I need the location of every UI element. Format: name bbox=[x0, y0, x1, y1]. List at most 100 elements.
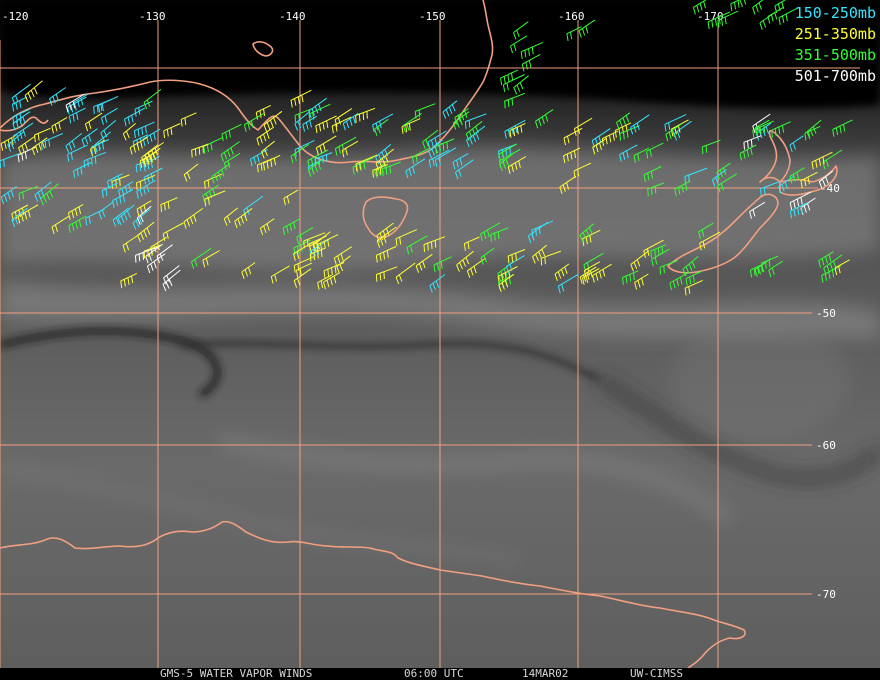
wind-barb-flag bbox=[452, 122, 457, 130]
wind-barb-flag bbox=[153, 132, 156, 141]
wind-barb-flag bbox=[334, 266, 337, 274]
wind-barb-flag bbox=[14, 217, 19, 225]
wind-barb-flag bbox=[796, 198, 800, 207]
wind-barb-flag bbox=[162, 284, 167, 292]
wind-barb-flag bbox=[531, 46, 534, 55]
wind-barb-flag bbox=[577, 169, 580, 177]
wind-barb-flag bbox=[843, 124, 846, 132]
wind-barb-flag bbox=[19, 100, 22, 108]
wind-barb-flag bbox=[14, 211, 18, 220]
wind-barb bbox=[202, 184, 219, 197]
wind-barb-flag bbox=[650, 187, 653, 195]
wind-barb-flag bbox=[319, 145, 323, 153]
wind-barb-flag bbox=[54, 124, 58, 132]
legend-entry-351-500: 351-500mb bbox=[794, 46, 876, 64]
wind-barb-flag bbox=[243, 124, 247, 132]
wind-barb-flag bbox=[649, 149, 652, 157]
wind-barb-flag bbox=[145, 125, 147, 134]
wind-barb-flag bbox=[516, 29, 520, 38]
wind-barb-flag bbox=[67, 154, 70, 162]
wind-barb-flag bbox=[545, 114, 549, 122]
wind-barb-flag bbox=[821, 275, 824, 283]
wind-barb-flag bbox=[395, 238, 398, 247]
wind-barb bbox=[566, 26, 582, 35]
wind-barb-flag bbox=[294, 149, 297, 157]
wind-barb-flag bbox=[470, 268, 474, 276]
wind-barb-flag bbox=[595, 144, 599, 153]
wind-barb bbox=[498, 143, 518, 155]
wind-barb bbox=[428, 139, 443, 152]
wind-barb bbox=[578, 19, 596, 32]
wind-barb-flag bbox=[797, 207, 800, 215]
wind-barb-flag bbox=[121, 188, 125, 196]
wind-barb-flag bbox=[315, 147, 319, 155]
wind-barb-flag bbox=[382, 230, 387, 238]
wind-barb-flag bbox=[309, 254, 312, 262]
wind-barb-flag bbox=[273, 117, 277, 125]
wind-barb-flag bbox=[256, 155, 260, 163]
wind-barb bbox=[308, 158, 324, 171]
wind-barb-flag bbox=[243, 213, 248, 222]
wind-barb-flag bbox=[789, 144, 793, 153]
wind-barb-flag bbox=[126, 210, 131, 218]
wind-barb-flag bbox=[148, 253, 152, 262]
wind-barb-flag bbox=[24, 142, 28, 151]
wind-barb-flag bbox=[65, 105, 69, 113]
wind-barb-flag bbox=[136, 182, 138, 191]
wind-barb-flag bbox=[282, 227, 286, 236]
wind-barb bbox=[204, 173, 222, 183]
wind-barb-flag bbox=[743, 151, 746, 159]
wind-barb-flag bbox=[839, 125, 842, 134]
wind-barb-flag bbox=[240, 216, 245, 224]
wind-barb-flag bbox=[84, 137, 89, 145]
wind-barb-flag bbox=[241, 271, 245, 279]
wind-barb-flag bbox=[442, 143, 445, 151]
wind-barb-flag bbox=[566, 153, 569, 162]
wind-barb-flag bbox=[679, 277, 683, 285]
wind-barb-flag bbox=[228, 130, 231, 138]
wind-barb-flag bbox=[440, 261, 443, 269]
wind-barb-flag bbox=[483, 255, 488, 263]
wind-barb-flag bbox=[448, 106, 453, 114]
wind-barb-flag bbox=[342, 123, 346, 131]
wind-barb-flag bbox=[122, 194, 126, 203]
wind-barb-flag bbox=[194, 148, 197, 157]
wind-barb-flag bbox=[151, 150, 155, 158]
wind-barb-flag bbox=[352, 116, 356, 124]
wind-barb-flag bbox=[125, 130, 130, 139]
wind-barb-flag bbox=[383, 252, 386, 260]
wind-barb-flag bbox=[320, 280, 324, 289]
wind-barb-flag bbox=[463, 243, 466, 251]
wind-barb bbox=[296, 262, 313, 271]
wind-barb-flag bbox=[40, 142, 43, 150]
wind-barb-flag bbox=[626, 150, 629, 159]
wind-barb-flag bbox=[538, 226, 541, 235]
wind-barb-flag bbox=[838, 265, 841, 274]
wind-barb bbox=[682, 256, 699, 270]
wind-barb-flag bbox=[302, 124, 306, 132]
wind-barb-flag bbox=[318, 124, 322, 132]
wind-barb-flag bbox=[139, 189, 143, 197]
wind-barb-flag bbox=[146, 227, 151, 235]
wind-barb-flag bbox=[386, 250, 389, 258]
wind-barb-flag bbox=[781, 184, 785, 192]
wind-barb bbox=[749, 201, 766, 213]
wind-barb-flag bbox=[260, 163, 263, 171]
wind-barb bbox=[260, 218, 275, 229]
wind-barb-flag bbox=[189, 217, 194, 225]
wind-barb-flag bbox=[505, 159, 510, 167]
wind-barb-flag bbox=[379, 167, 382, 175]
wind-barb-flag bbox=[139, 160, 143, 168]
wind-barb-flag bbox=[452, 161, 456, 170]
wind-barb-flag bbox=[127, 277, 130, 285]
wind-barb-flag bbox=[379, 232, 384, 241]
wind-barb-flag bbox=[381, 151, 386, 159]
wind-barb-flag bbox=[752, 130, 755, 138]
wind-barb-flag bbox=[381, 158, 386, 166]
wind-barb-flag bbox=[483, 231, 487, 240]
wind-barb-flag bbox=[142, 252, 144, 260]
wind-barb-flag bbox=[636, 259, 641, 267]
wind-barb-flag bbox=[599, 142, 602, 151]
wind-barb-flag bbox=[583, 274, 587, 282]
wind-barb-flag bbox=[336, 266, 340, 274]
